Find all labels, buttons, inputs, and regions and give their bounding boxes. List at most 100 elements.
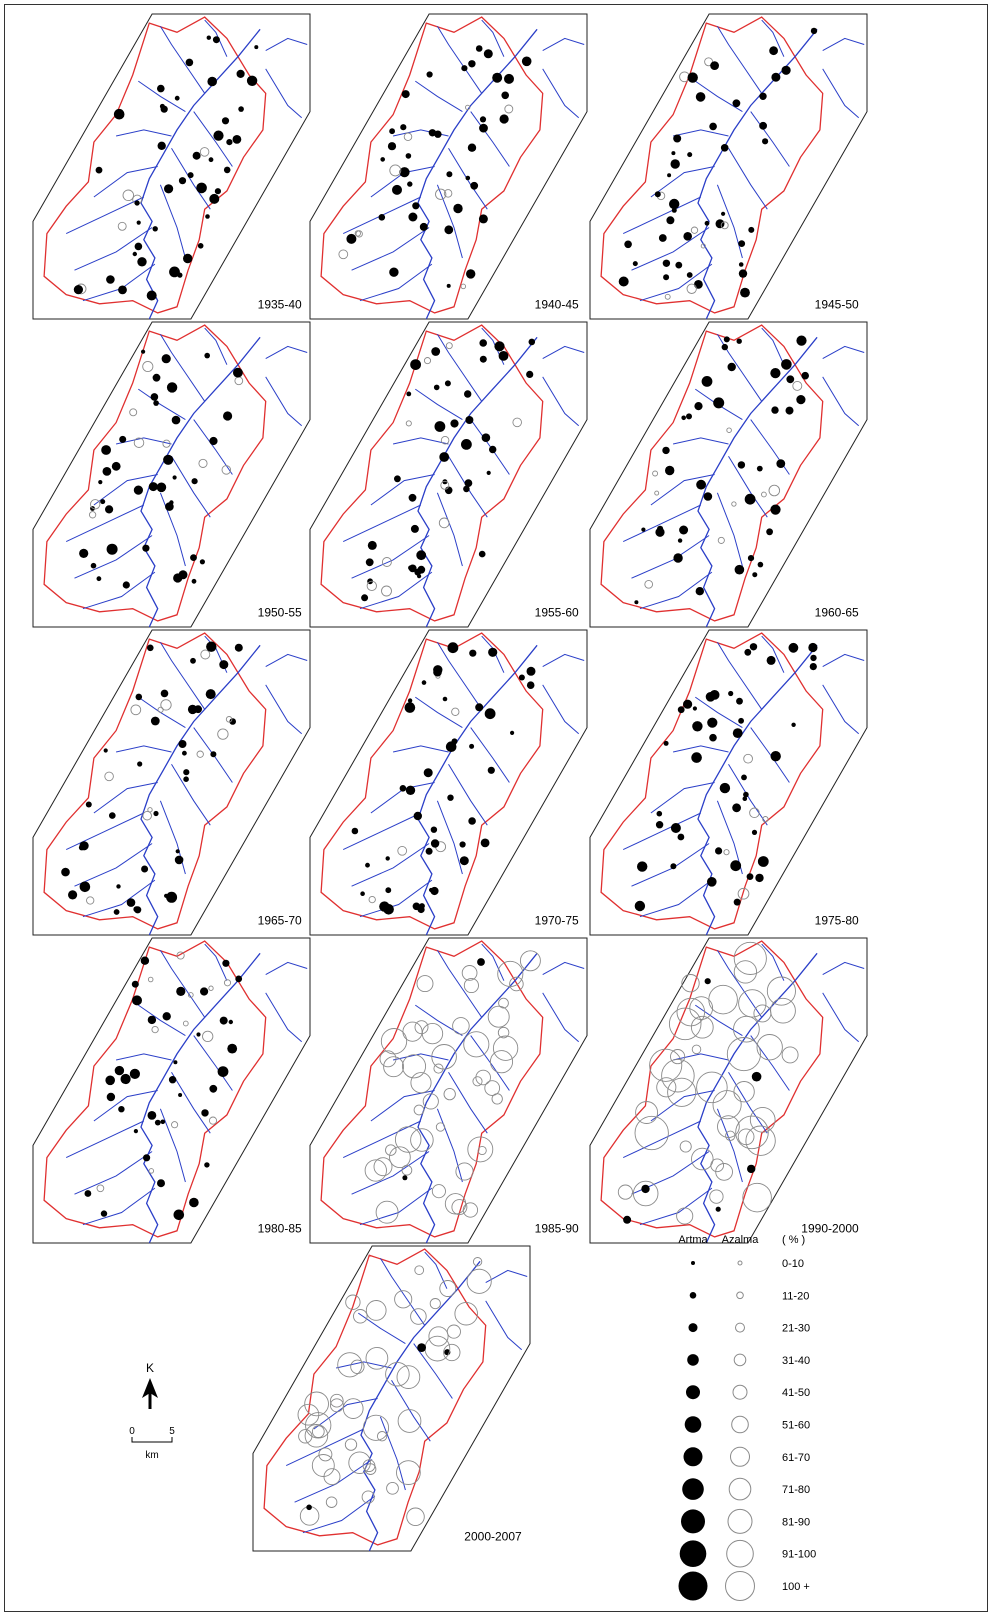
increase-symbol	[146, 290, 157, 301]
increase-symbol	[141, 865, 149, 873]
tributary	[342, 812, 422, 851]
tributary	[822, 68, 860, 119]
tributary	[470, 727, 510, 783]
decrease-symbol	[329, 1398, 344, 1413]
tributary	[639, 1187, 713, 1226]
increase-symbol	[669, 198, 680, 210]
panel-period-label: 1980-85	[258, 1221, 302, 1235]
increase-symbol	[229, 718, 236, 725]
tributary	[728, 147, 768, 210]
decrease-symbol	[644, 579, 654, 589]
decrease-symbol	[354, 230, 361, 237]
decrease-symbol	[717, 536, 725, 544]
increase-symbol	[433, 667, 442, 677]
legend-decrease-symbol	[733, 1353, 747, 1367]
increase-symbol	[200, 987, 209, 996]
main-river	[417, 644, 538, 936]
decrease-symbol	[122, 189, 135, 202]
increase-symbol	[79, 841, 89, 851]
increase-symbol	[152, 226, 158, 232]
increase-symbol	[306, 1504, 312, 1511]
decrease-symbol	[435, 188, 447, 200]
increase-symbol	[165, 502, 174, 511]
tributary	[822, 684, 860, 735]
decrease-symbol	[792, 380, 803, 391]
decrease-symbol	[440, 480, 450, 490]
decrease-symbol	[452, 1017, 470, 1035]
scale-bar-line	[131, 1437, 173, 1443]
increase-symbol	[219, 660, 229, 670]
tributary	[65, 1120, 145, 1159]
tributary	[639, 879, 713, 918]
increase-symbol	[401, 90, 410, 99]
increase-symbol	[723, 336, 730, 343]
decrease-symbol	[376, 1431, 388, 1442]
increase-symbol	[738, 240, 746, 248]
increase-symbol	[419, 222, 428, 231]
decrease-symbol	[768, 484, 781, 497]
basin-boundary	[320, 324, 544, 622]
increase-symbol	[73, 285, 83, 295]
increase-symbol	[465, 175, 471, 181]
tributary	[650, 166, 715, 198]
basin-boundary	[320, 940, 544, 1238]
increase-symbol	[465, 416, 474, 424]
increase-symbol	[744, 648, 752, 656]
decrease-symbol	[410, 1308, 427, 1325]
map-panel: 1955-60	[309, 321, 588, 628]
increase-symbol	[410, 524, 419, 533]
increase-symbol	[618, 276, 629, 287]
increase-symbol	[147, 1015, 157, 1025]
tributary	[448, 1071, 488, 1134]
increase-symbol	[740, 287, 750, 298]
increase-symbol	[154, 1119, 161, 1126]
decrease-symbol	[375, 1200, 399, 1224]
increase-symbol	[709, 122, 717, 131]
increase-symbol	[801, 371, 809, 380]
increase-symbol	[412, 902, 421, 911]
tributary	[302, 1495, 376, 1534]
increase-symbol	[736, 697, 743, 705]
decrease-symbol	[208, 1116, 218, 1125]
increase-symbol	[100, 1210, 108, 1217]
increase-symbol	[673, 134, 682, 143]
decrease-symbol	[443, 1087, 456, 1101]
increase-symbol	[183, 253, 193, 264]
decrease-symbol	[366, 580, 377, 592]
tributary	[761, 19, 785, 57]
decrease-symbol	[733, 1081, 755, 1103]
increase-symbol	[105, 505, 114, 514]
decrease-symbol	[147, 976, 154, 983]
decrease-symbol	[497, 1026, 510, 1039]
decrease-symbol	[465, 104, 471, 111]
decrease-symbol	[487, 1005, 510, 1028]
increase-symbol	[190, 657, 196, 664]
increase-symbol	[808, 642, 818, 653]
increase-symbol	[634, 600, 639, 605]
increase-symbol	[223, 166, 231, 174]
increase-symbol	[736, 338, 742, 344]
increase-symbol	[236, 69, 245, 78]
increase-symbol	[781, 359, 792, 370]
decrease-symbol	[467, 1136, 494, 1163]
decrease-symbol	[394, 1126, 422, 1153]
increase-symbol	[499, 114, 509, 124]
decrease-symbol	[337, 1352, 363, 1378]
increase-symbol	[142, 544, 150, 552]
decrease-symbol	[344, 1438, 358, 1451]
decrease-symbol	[365, 1346, 389, 1370]
increase-symbol	[217, 1066, 229, 1077]
increase-symbol	[770, 751, 781, 762]
decrease-symbol	[199, 147, 210, 157]
increase-symbol	[163, 454, 174, 465]
tributary	[542, 345, 585, 360]
increase-symbol	[770, 368, 781, 379]
decrease-symbol	[182, 1020, 189, 1027]
tributary	[716, 184, 743, 259]
decrease-symbol	[348, 1451, 371, 1474]
decrease-symbol	[720, 221, 729, 230]
increase-symbol	[671, 207, 677, 213]
panel-frame	[309, 629, 588, 936]
legend-decrease-symbol	[725, 1571, 755, 1601]
increase-symbol	[150, 393, 159, 401]
